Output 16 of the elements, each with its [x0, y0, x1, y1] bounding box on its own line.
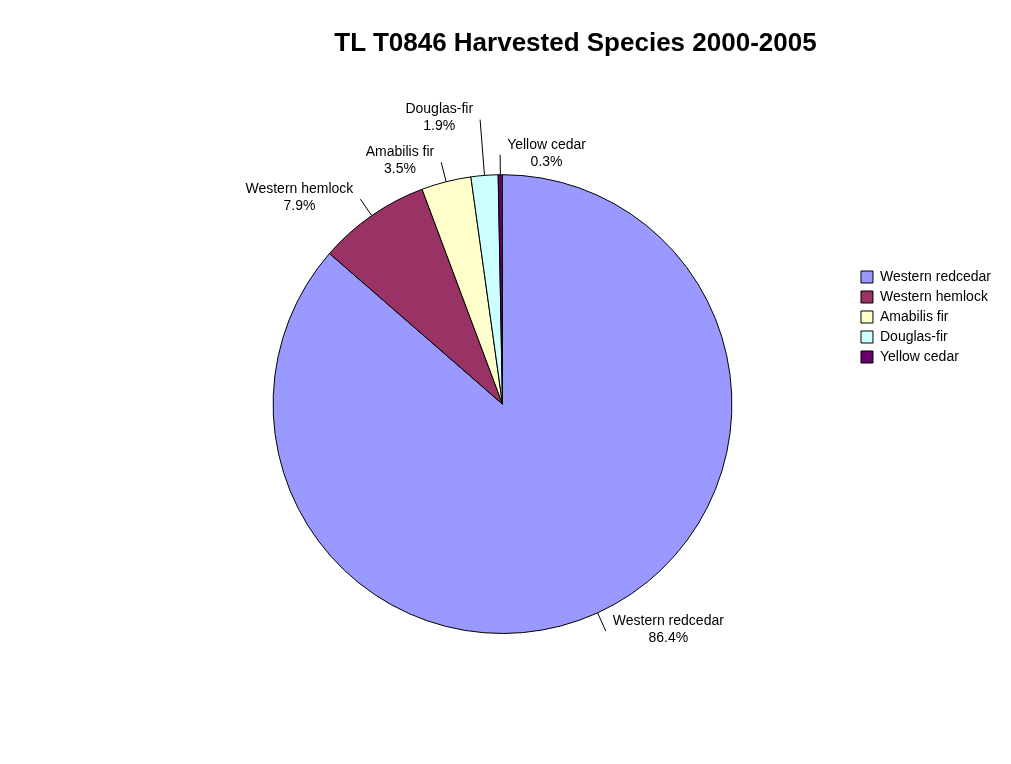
- slice-label: Douglas-fir: [405, 100, 474, 117]
- data-label: 0.3%: [530, 152, 563, 169]
- legend-label: Western redcedar: [879, 267, 992, 284]
- data-label: 3.5%: [384, 160, 416, 177]
- slice-label: Western redcedar: [612, 611, 725, 628]
- data-label: 1.9%: [423, 117, 456, 134]
- slice-label: Yellow cedar: [507, 135, 587, 152]
- legend-label: Western hemlock: [879, 287, 989, 304]
- legend-label: Douglas-fir: [879, 327, 949, 344]
- slice-label: Amabilis fir: [365, 143, 435, 160]
- chart-title: TL T0846 Harvested Species 2000-2005: [334, 26, 817, 57]
- data-label: 7.9%: [283, 197, 316, 214]
- slice-label: Western hemlock: [245, 180, 355, 197]
- legend-label: Yellow cedar: [879, 347, 960, 364]
- data-label: 86.4%: [648, 628, 689, 645]
- legend-label: Amabilis fir: [879, 307, 949, 324]
